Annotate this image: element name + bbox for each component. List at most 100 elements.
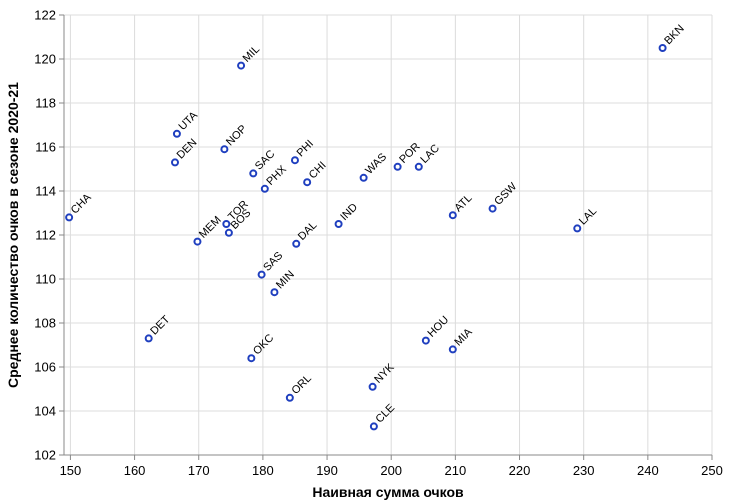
point-marker: [144, 334, 153, 343]
x-tick-label: 200: [380, 463, 402, 478]
point-label: OKC: [251, 332, 276, 357]
data-point-min: MIN: [270, 269, 297, 297]
y-tick-label: 114: [35, 184, 56, 199]
grid: [64, 14, 713, 456]
point-marker: [257, 270, 266, 279]
x-tick-label: 240: [637, 463, 659, 478]
point-marker: [448, 211, 457, 220]
x-tick-label: 190: [316, 463, 338, 478]
data-point-bkn: BKN: [658, 23, 687, 52]
point-label: NOP: [224, 123, 249, 148]
x-tick-label: 170: [188, 463, 210, 478]
y-tick-label: 102: [34, 448, 56, 463]
point-marker: [421, 336, 430, 345]
point-label: CHI: [307, 159, 329, 181]
y-tick-label: 122: [34, 8, 56, 23]
point-label: LAL: [577, 205, 599, 227]
point-label: ORL: [289, 372, 313, 396]
point-label: CLE: [374, 402, 398, 426]
point-marker: [658, 44, 667, 52]
data-point-gsw: GSW: [488, 180, 520, 213]
point-marker: [285, 393, 294, 402]
point-label: IND: [338, 201, 360, 223]
point-marker: [222, 220, 231, 228]
x-tick-label: 220: [509, 463, 531, 478]
x-tick-label: 180: [252, 463, 274, 478]
point-marker: [170, 158, 179, 167]
x-tick-label: 160: [124, 463, 146, 478]
data-point-nyk: NYK: [368, 361, 397, 391]
point-marker: [334, 220, 343, 228]
point-marker: [369, 422, 378, 431]
y-tick-label: 118: [35, 96, 56, 111]
data-point-atl: ATL: [448, 192, 475, 220]
point-marker: [290, 156, 299, 165]
point-marker: [414, 162, 423, 171]
point-label: NYK: [372, 361, 397, 386]
point-label: GSW: [492, 180, 520, 208]
point-marker: [359, 173, 368, 182]
point-label: SAS: [261, 250, 285, 274]
x-tick-label: 150: [60, 463, 82, 478]
y-tick-label: 110: [35, 272, 56, 287]
point-marker: [260, 184, 269, 193]
point-label: PHX: [264, 163, 289, 188]
data-point-uta: UTA: [172, 109, 201, 138]
point-marker: [220, 145, 229, 154]
point-label: WAS: [363, 151, 389, 177]
point-marker: [65, 213, 74, 222]
point-marker: [303, 178, 312, 187]
x-tick-label: 250: [701, 463, 723, 478]
data-point-phi: PHI: [290, 138, 316, 165]
point-label: LAC: [418, 142, 442, 166]
point-label: POR: [397, 141, 422, 166]
point-marker: [368, 382, 377, 391]
point-label: MIN: [274, 269, 297, 292]
point-marker: [488, 204, 497, 213]
data-point-hou: HOU: [421, 314, 451, 345]
data-point-ind: IND: [334, 201, 360, 228]
data-point-chi: CHI: [303, 159, 329, 187]
y-axis-ticks: 102 104 106 108 110 112 114 116 118 120 122: [34, 8, 64, 463]
y-tick-label: 106: [34, 360, 56, 375]
point-marker: [193, 237, 202, 246]
data-point-was: WAS: [359, 151, 389, 182]
x-tick-label: 230: [573, 463, 595, 478]
point-marker: [247, 354, 256, 363]
y-axis-title: Среднее количество очков в сезоне 2020-2…: [5, 82, 21, 388]
point-label: MEM: [197, 214, 224, 241]
point-label: HOU: [425, 314, 451, 340]
data-point-mia: MIA: [448, 326, 475, 354]
x-axis-title: Наивная сумма очков: [312, 484, 464, 500]
point-marker: [270, 288, 279, 297]
data-point-mil: MIL: [237, 43, 262, 70]
y-tick-label: 104: [34, 404, 56, 419]
point-marker: [249, 169, 258, 178]
point-marker: [393, 162, 402, 171]
y-tick-label: 108: [34, 316, 56, 331]
point-marker: [448, 345, 457, 354]
point-marker: [224, 228, 233, 237]
data-point-dal: DAL: [292, 219, 320, 248]
point-marker: [573, 224, 582, 233]
x-axis-ticks: 150 160 170 180 190 200 210 220 230 240 250: [60, 455, 723, 478]
point-marker: [292, 239, 301, 248]
point-label: CHA: [69, 191, 94, 216]
point-label: DET: [148, 313, 172, 337]
data-point-den: DEN: [170, 137, 200, 167]
point-label: PHI: [295, 138, 316, 159]
point-label: UTA: [177, 109, 201, 133]
data-point-det: DET: [144, 313, 173, 343]
data-point-okc: OKC: [247, 332, 276, 363]
data-point-lal: LAL: [573, 205, 599, 233]
data-point-nop: NOP: [220, 123, 249, 154]
point-label: DEN: [175, 137, 200, 162]
y-tick-label: 120: [34, 52, 56, 67]
data-point-orl: ORL: [285, 372, 314, 402]
point-marker: [172, 129, 181, 138]
y-tick-label: 112: [35, 228, 56, 243]
y-tick-label: 116: [35, 140, 56, 155]
point-label: DAL: [296, 219, 320, 243]
